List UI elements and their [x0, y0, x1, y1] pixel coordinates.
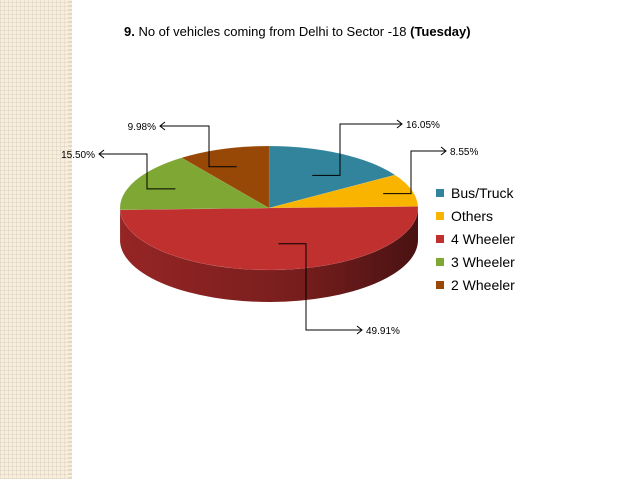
legend-item-4-wheeler: 4 Wheeler: [436, 227, 515, 250]
chart-title-day: (Tuesday): [410, 24, 471, 39]
pie-slice-others: [268, 174, 419, 209]
leader-line-3-wheeler: [99, 153, 176, 190]
data-label-bus-truck: 16.05%: [406, 120, 440, 131]
leader-arrow-4-wheeler: [356, 325, 363, 335]
leader-arrow-2-wheeler: [159, 121, 166, 131]
legend-swatch-bus-truck: [436, 188, 444, 197]
leader-line-bus-truck: [312, 123, 402, 176]
leader-line-2-wheeler: [160, 125, 237, 168]
chart-title-text: No of vehicles coming from Delhi to Sect…: [134, 24, 411, 39]
legend-label-3-wheeler: 3 Wheeler: [451, 253, 515, 270]
legend-label-2-wheeler: 2 Wheeler: [451, 276, 515, 293]
legend-item-3-wheeler: 3 Wheeler: [436, 250, 515, 273]
pie-slice-2-wheeler: [180, 145, 270, 209]
decorative-strip-edge: [68, 0, 72, 479]
data-label-3-wheeler: 15.50%: [61, 150, 95, 161]
legend-item-bus-truck: Bus/Truck: [436, 181, 515, 204]
pie-slice-bus-truck: [268, 145, 396, 209]
leader-arrow-3-wheeler: [98, 149, 105, 159]
data-label-2-wheeler: 9.98%: [128, 122, 156, 133]
legend-swatch-4-wheeler: [436, 234, 444, 243]
legend-label-4-wheeler: 4 Wheeler: [451, 230, 515, 247]
pie-depth: [120, 208, 418, 302]
chart-title-number: 9.: [124, 24, 135, 39]
pie-slice-3-wheeler: [119, 157, 270, 211]
legend-label-bus-truck: Bus/Truck: [451, 184, 514, 201]
legend-item-2-wheeler: 2 Wheeler: [436, 273, 515, 296]
chart-legend: Bus/Truck Others 4 Wheeler 3 Wheeler 2 Wheel…: [436, 181, 515, 296]
data-label-others: 8.55%: [450, 147, 478, 158]
legend-label-others: Others: [451, 207, 494, 224]
legend-swatch-2-wheeler: [436, 280, 444, 289]
data-label-4-wheeler: 49.91%: [366, 326, 400, 337]
leader-line-others: [383, 150, 446, 195]
legend-swatch-3-wheeler: [436, 257, 444, 266]
pie-slice-4-wheeler: [119, 206, 419, 271]
leader-line-4-wheeler: [278, 243, 362, 331]
leader-arrow-bus-truck: [396, 119, 403, 129]
legend-swatch-others: [436, 211, 444, 220]
data-labels: 16.05% 8.55% 49.91% 15.50% 9.98%: [61, 119, 478, 337]
pie-top: [119, 145, 419, 271]
decorative-side-strip: [0, 0, 68, 479]
leader-arrow-others: [440, 146, 447, 156]
chart-title: 9. No of vehicles coming from Delhi to S…: [124, 24, 471, 39]
legend-item-others: Others: [436, 204, 515, 227]
pie-side-4-wheeler: [120, 208, 418, 302]
